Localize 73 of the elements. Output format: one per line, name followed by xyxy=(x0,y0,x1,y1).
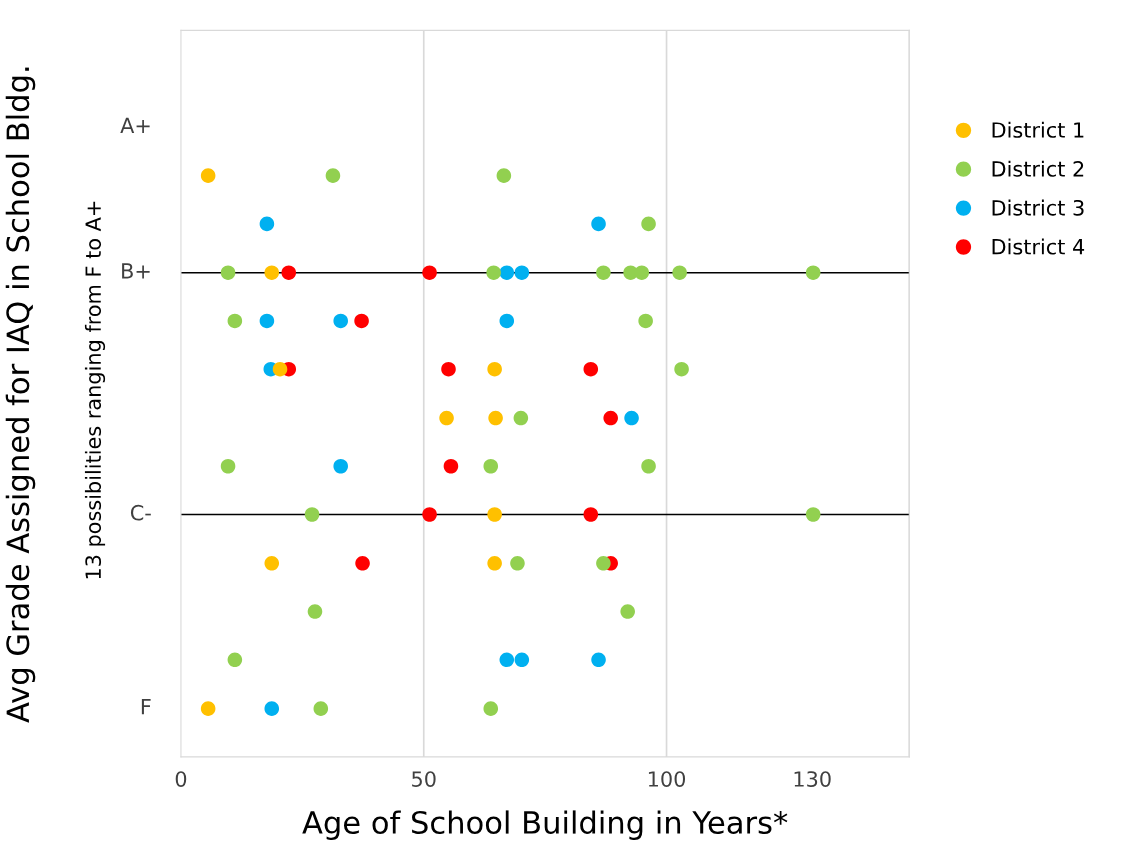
point xyxy=(227,652,243,668)
point xyxy=(264,265,280,280)
point xyxy=(591,652,606,668)
point xyxy=(259,216,275,232)
y-axis-title: Avg Grade Assigned for IAQ in School Bldg. xyxy=(5,67,36,723)
point xyxy=(259,313,275,329)
point xyxy=(672,265,687,280)
point xyxy=(634,265,650,280)
point xyxy=(488,410,503,426)
x-axis-title: Age of School Building in Years* xyxy=(302,810,788,840)
point xyxy=(510,556,525,571)
point xyxy=(313,701,329,716)
x-tick-label: 50 xyxy=(412,771,436,787)
point xyxy=(272,361,288,377)
text: 13 possibilities ranging from F to A+ xyxy=(84,201,106,579)
point xyxy=(354,313,369,329)
point xyxy=(264,556,280,571)
ref-line-label: B+ xyxy=(122,263,150,279)
point xyxy=(638,313,653,329)
point xyxy=(487,556,502,571)
point xyxy=(596,265,611,280)
point xyxy=(805,265,821,280)
x-tick-label: 130 xyxy=(794,771,831,787)
ref-line-label: C- xyxy=(130,504,151,521)
point xyxy=(487,507,502,522)
point xyxy=(514,265,530,280)
point xyxy=(583,507,599,522)
point xyxy=(674,361,689,377)
point xyxy=(641,216,656,232)
point xyxy=(620,604,635,619)
legend-label: District 3 xyxy=(992,199,1084,216)
point xyxy=(333,313,348,329)
point xyxy=(499,313,515,329)
point xyxy=(422,265,437,280)
point xyxy=(220,265,236,280)
x-tick-label: 100 xyxy=(648,771,686,787)
legend-label: District 1 xyxy=(992,121,1084,138)
point xyxy=(603,410,618,426)
point xyxy=(441,361,456,377)
point xyxy=(483,701,499,716)
point xyxy=(483,458,499,474)
point xyxy=(333,458,348,474)
point xyxy=(514,652,530,668)
point xyxy=(596,556,611,571)
legend-label: District 2 xyxy=(992,160,1084,177)
point xyxy=(264,701,280,716)
text: F xyxy=(141,698,151,715)
point xyxy=(499,265,515,280)
point xyxy=(439,410,454,426)
point xyxy=(805,507,821,522)
point xyxy=(583,361,599,377)
point xyxy=(499,652,515,668)
point xyxy=(591,216,606,232)
point xyxy=(443,458,459,474)
x-tick-label: 0 xyxy=(175,771,187,787)
point xyxy=(624,410,639,426)
point xyxy=(281,265,297,280)
point xyxy=(487,361,502,377)
point xyxy=(200,168,216,183)
point xyxy=(355,556,370,571)
point xyxy=(422,507,437,522)
point xyxy=(304,507,320,522)
point xyxy=(641,458,656,474)
point xyxy=(307,604,323,619)
point xyxy=(496,168,512,183)
point xyxy=(220,458,236,474)
point xyxy=(227,313,243,329)
point xyxy=(513,410,529,426)
point xyxy=(486,265,501,280)
legend-label: District 4 xyxy=(992,238,1085,255)
text: A+ xyxy=(120,117,150,133)
point xyxy=(200,701,216,716)
point xyxy=(325,168,341,183)
